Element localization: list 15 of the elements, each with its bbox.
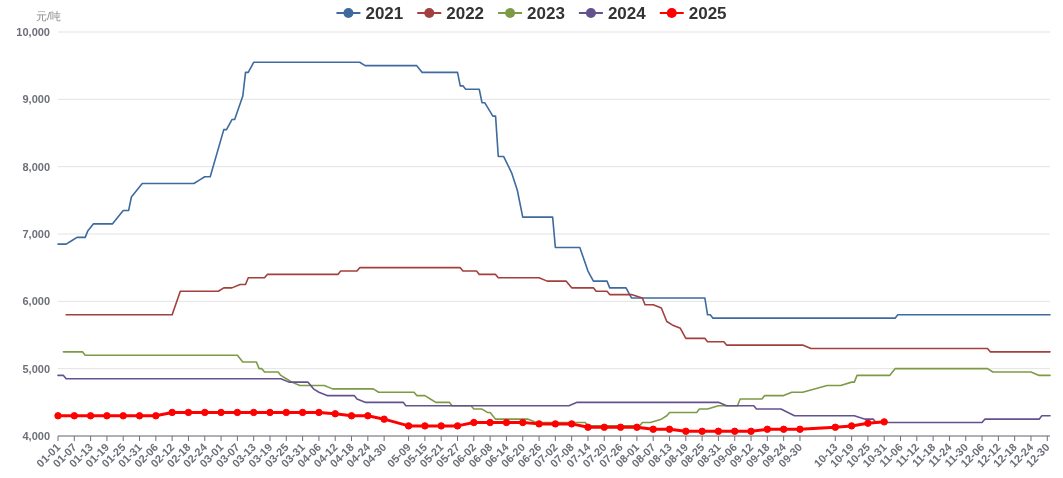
y-tick-label: 7,000 (22, 228, 50, 240)
y-tick-label: 4,000 (22, 430, 50, 442)
legend-label: 2022 (446, 4, 485, 23)
y-tick-label: 8,000 (22, 160, 50, 173)
legend-label: 2025 (688, 4, 727, 23)
legend-label: 2023 (527, 4, 565, 23)
line-series (57, 61, 1051, 319)
legend-label: 2024 (607, 4, 647, 23)
y-tick-label: 5,000 (22, 362, 50, 375)
line-series (65, 266, 1051, 353)
y-tick-label: 6,000 (22, 295, 50, 308)
y-tick-label: 10,000 (16, 26, 50, 38)
y-tick-label: 9,000 (22, 93, 50, 106)
legend-label: 2021 (365, 4, 404, 23)
y-axis-title: 元/吨 (36, 10, 62, 22)
